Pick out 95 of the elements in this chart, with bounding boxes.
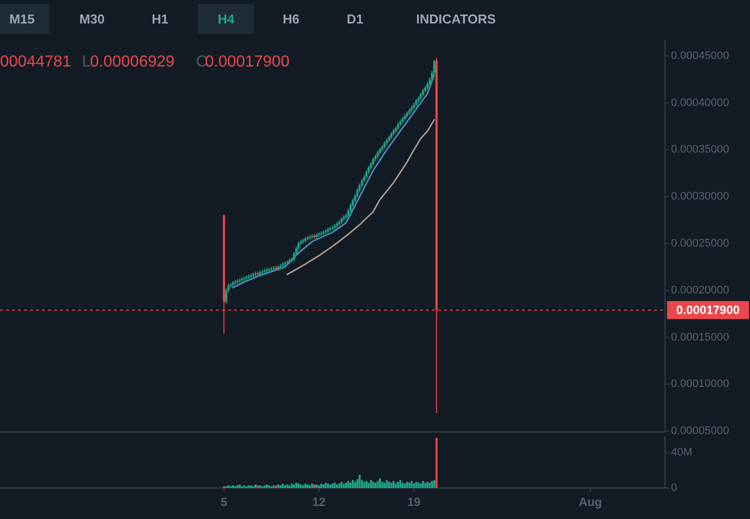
x-tick-label: Aug: [578, 495, 602, 509]
bar: [334, 482, 336, 488]
y-tick-label: 0: [671, 482, 678, 494]
bar: [308, 485, 311, 488]
bar: [347, 480, 350, 488]
bar: [288, 485, 291, 488]
bar: [342, 484, 345, 488]
y-tick-label: 0.00030000: [671, 190, 730, 203]
y-tick-label: 0.00045000: [671, 50, 730, 62]
bar: [370, 480, 372, 488]
text: D1: [346, 12, 364, 26]
bar: [404, 484, 406, 488]
bar: [365, 480, 368, 488]
bar: [379, 478, 381, 488]
bar: [332, 484, 334, 488]
bar: [354, 482, 356, 488]
bar: [300, 484, 302, 488]
annotation: C: [196, 54, 208, 70]
bar: [284, 485, 286, 488]
text: H4: [218, 12, 236, 26]
bar: [363, 482, 366, 488]
text: M30: [79, 12, 105, 26]
bar: [326, 484, 329, 488]
y-tick-label: 0.00025000: [671, 238, 730, 250]
bar: [279, 485, 282, 488]
bar: [350, 482, 352, 488]
y-tick-label: 0.00020000: [671, 284, 730, 296]
annotation: L: [82, 54, 91, 70]
text: H6: [282, 12, 300, 26]
y-tick-label: 0.00005000: [671, 425, 730, 438]
y-tick-label: 0.00040000: [671, 96, 730, 109]
bar: [426, 482, 428, 488]
bar: [424, 482, 426, 488]
bar: [282, 484, 284, 488]
bar: [410, 480, 413, 488]
bar: [290, 484, 293, 488]
bar: [381, 482, 384, 488]
ref-line-label: 0.00017900: [676, 303, 740, 318]
bar: [352, 480, 354, 488]
bar: [295, 482, 298, 488]
bar: [397, 482, 400, 488]
bar: [420, 484, 422, 488]
bar: [394, 484, 397, 488]
x-tick-label: 19: [407, 495, 421, 509]
bar: [374, 482, 376, 488]
x-tick-label: 5: [220, 495, 228, 509]
bar: [431, 480, 434, 488]
annotation: 0.00017900: [205, 54, 290, 70]
bar: [386, 480, 388, 488]
bar: [399, 480, 402, 488]
bar: [293, 484, 296, 488]
bar: [376, 480, 379, 488]
bar: [372, 482, 374, 488]
annotation: 00044781: [0, 54, 72, 70]
bar: [356, 479, 358, 488]
bar: [392, 480, 395, 488]
bar: [433, 480, 436, 488]
bar: [384, 482, 386, 488]
bar: [304, 484, 306, 488]
bar: [286, 484, 288, 488]
bar: [318, 485, 320, 488]
bar: [412, 484, 415, 488]
y-tick-label: 0.00015000: [671, 331, 730, 344]
text: H1: [152, 12, 168, 26]
bar: [329, 484, 332, 488]
annotation: 0.00006929: [90, 54, 175, 70]
bar: [306, 484, 309, 488]
bar: [302, 485, 304, 488]
bar: [340, 482, 343, 488]
y-tick-label: 40M: [671, 446, 692, 459]
bar: [338, 484, 340, 488]
y-tick-label: 0.00010000: [671, 378, 730, 390]
text: M15: [9, 12, 35, 26]
bar: [368, 482, 370, 488]
bar: [388, 482, 390, 488]
text: INDICATORS: [416, 12, 496, 26]
bar: [336, 484, 338, 488]
bar: [277, 484, 280, 488]
bar: [408, 482, 410, 488]
bar: [298, 484, 300, 488]
bar: [422, 480, 424, 488]
bar: [402, 482, 404, 488]
bar: [415, 482, 418, 488]
bar: [324, 482, 327, 488]
bar: [322, 484, 324, 488]
bar: [316, 484, 318, 488]
bar: [428, 482, 431, 488]
x-tick-label: 12: [312, 495, 326, 509]
bar: [345, 482, 348, 488]
bar: [406, 482, 408, 488]
bar: [358, 474, 361, 488]
bar: [320, 484, 322, 488]
bar: [390, 482, 392, 488]
y-tick-label: 0.00035000: [671, 144, 730, 156]
bar: [417, 482, 420, 488]
